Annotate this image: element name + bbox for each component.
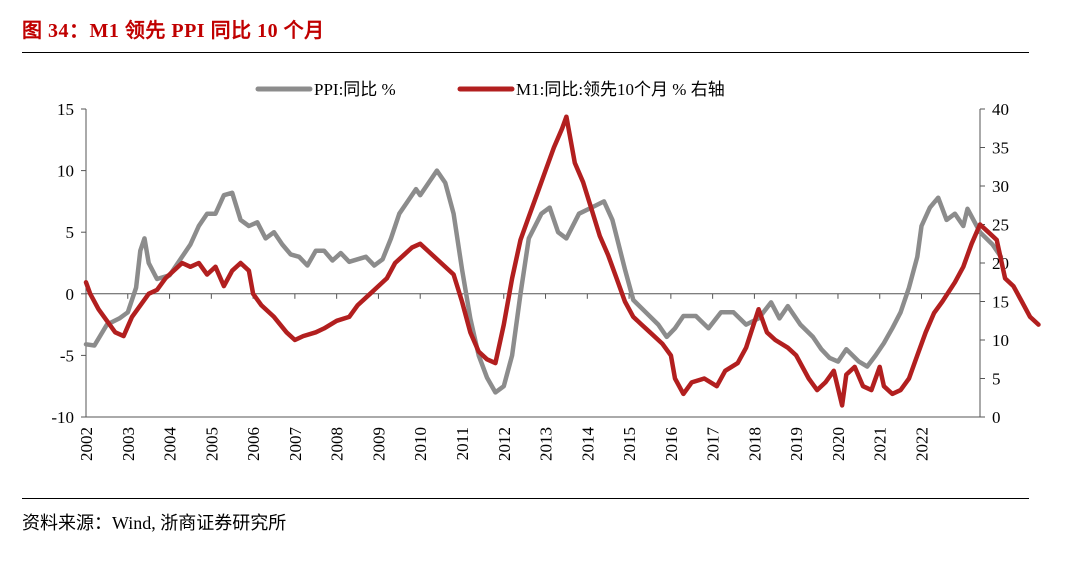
series-layer bbox=[83, 114, 1041, 408]
x-tick-label: 2007 bbox=[286, 427, 305, 462]
x-tick-label: 2021 bbox=[871, 427, 890, 461]
x-tick-label: 2016 bbox=[662, 427, 681, 461]
y-right-tick-label: 0 bbox=[992, 408, 1001, 427]
y-right-tick-label: 35 bbox=[992, 139, 1009, 158]
x-tick-label: 2012 bbox=[495, 427, 514, 461]
y-left-tick-label: 15 bbox=[57, 100, 74, 119]
x-tick-label: 2010 bbox=[411, 427, 430, 461]
y-left-tick-label: 0 bbox=[66, 285, 75, 304]
x-tick-label: 2020 bbox=[829, 427, 848, 461]
x-tick-label: 2022 bbox=[913, 427, 932, 461]
x-tick-label: 2018 bbox=[745, 427, 764, 461]
y-right-tick-label: 10 bbox=[992, 331, 1009, 350]
bottom-rule bbox=[22, 498, 1029, 499]
figure-title: 图 34：M1 领先 PPI 同比 10 个月 bbox=[22, 20, 325, 42]
x-tick-label: 2002 bbox=[77, 427, 96, 461]
y-left-tick-label: 5 bbox=[66, 223, 75, 242]
x-tick-label: 2003 bbox=[119, 427, 138, 461]
y-left-tick-label: 10 bbox=[57, 162, 74, 181]
y-left-tick-label: -10 bbox=[51, 408, 74, 427]
legend-ppi-label: PPI:同比 % bbox=[314, 80, 396, 99]
x-tick-label: 2017 bbox=[704, 427, 723, 462]
legend-m1-label: M1:同比:领先10个月 % 右轴 bbox=[516, 80, 725, 99]
m1-series-line bbox=[83, 114, 1041, 408]
y-right-tick-label: 40 bbox=[992, 100, 1009, 119]
x-tick-label: 2015 bbox=[620, 427, 639, 461]
x-tick-label: 2019 bbox=[787, 427, 806, 461]
ppi-series-line bbox=[83, 168, 1004, 395]
x-tick-label: 2014 bbox=[578, 427, 597, 462]
x-tick-label: 2006 bbox=[244, 427, 263, 461]
source-note: 资料来源：Wind, 浙商证券研究所 bbox=[22, 513, 287, 533]
y-right-tick-label: 25 bbox=[992, 216, 1009, 235]
y-right-tick-label: 5 bbox=[992, 370, 1001, 389]
x-tick-label: 2004 bbox=[161, 427, 180, 462]
legend: PPI:同比 % M1:同比:领先10个月 % 右轴 bbox=[255, 80, 725, 99]
top-rule bbox=[22, 52, 1029, 53]
x-tick-label: 2011 bbox=[453, 427, 472, 460]
x-tick-label: 2009 bbox=[369, 427, 388, 461]
y-right-tick-label: 30 bbox=[992, 177, 1009, 196]
axes-layer: 15 10 5 0 -5 -10 40 35 30 25 2015 10 5 0 2002 2003 2004 2… bbox=[51, 100, 1009, 461]
y-left-tick-label: -5 bbox=[60, 346, 74, 365]
x-tick-label: 2013 bbox=[537, 427, 556, 461]
x-tick-label: 2005 bbox=[202, 427, 221, 461]
x-tick-label: 2008 bbox=[328, 427, 347, 461]
y-right-tick-label: 15 bbox=[992, 293, 1009, 312]
line-chart: 15 10 5 0 -5 -10 40 35 30 25 2015 10 5 0 2002 2003 2004 2… bbox=[51, 80, 1041, 461]
